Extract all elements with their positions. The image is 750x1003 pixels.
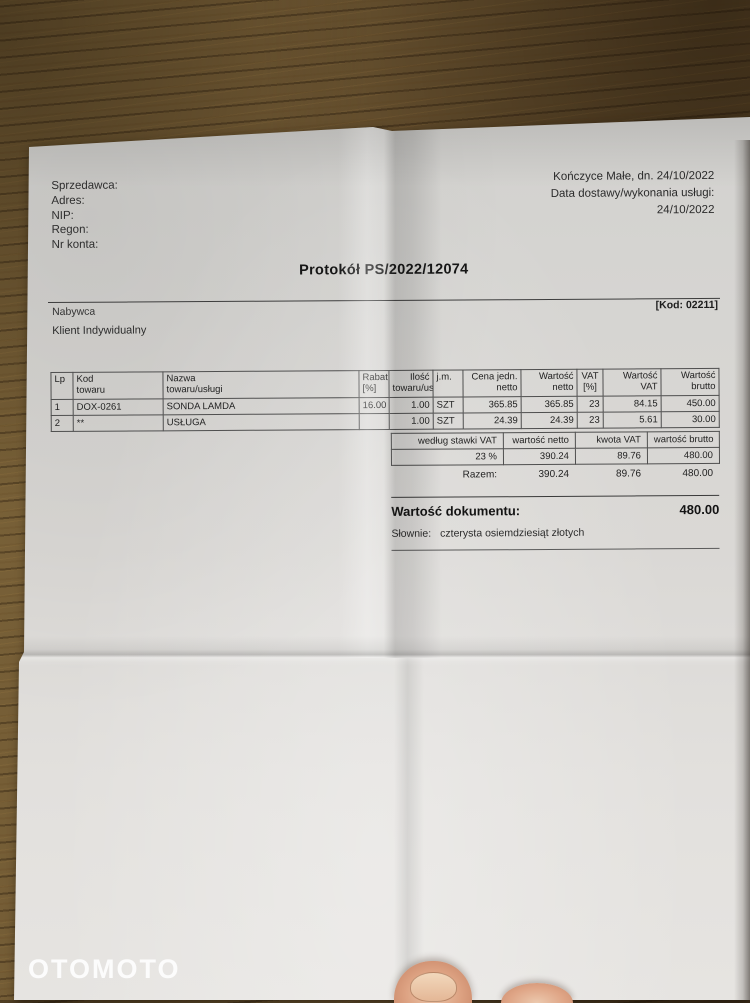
- cell-cena: 24.39: [463, 412, 522, 429]
- vat-summary-table: według stawki VAT wartość netto kwota VA…: [391, 431, 720, 466]
- cell-cena: 365.85: [463, 396, 522, 413]
- cell-brutto: 480.00: [647, 447, 720, 464]
- buyer-code: [Kod: 02211]: [655, 298, 719, 312]
- razem-label: Razem:: [462, 469, 498, 481]
- cell-lp: 2: [51, 415, 74, 432]
- cell-stawka: 23 %: [391, 448, 504, 466]
- buyer-label: Nabywca: [52, 305, 96, 319]
- cell-lp: 1: [51, 399, 74, 416]
- delivery-date-label: Data dostawy/wykonania usługi:: [550, 186, 715, 200]
- cell-kod: DOX-0261: [73, 398, 164, 416]
- col-cena-jedn: Cena jedn. netto: [462, 369, 522, 397]
- cell-kod: **: [73, 414, 164, 432]
- cell-brutto: 450.00: [661, 395, 720, 412]
- place-and-date: Kończyce Małe, dn. 24/10/2022: [553, 169, 715, 183]
- col-wartosc-vat: Wartość VAT: [602, 368, 662, 397]
- document-value-section: Wartość dokumentu: 480.00 Słownie: czter…: [391, 494, 720, 551]
- razem-brutto: 480.00: [682, 467, 714, 480]
- col-wartosc-netto: Wartość netto: [520, 369, 578, 397]
- address-label: Adres:: [51, 194, 85, 207]
- cell-brutto: 30.00: [661, 411, 720, 428]
- account-label: Nr konta:: [51, 238, 99, 252]
- cell-nazwa: SONDA LAMDA: [163, 397, 360, 415]
- col-ilosc: Ilość towaru/us: [388, 370, 434, 398]
- cell-rabat: 16.00: [359, 397, 390, 414]
- seller-label: Sprzedawca:: [51, 179, 118, 193]
- seller-block: Sprzedawca: Adres: NIP: Regon: Nr konta:: [51, 179, 118, 253]
- nip-label: NIP:: [51, 209, 74, 222]
- delivery-date: 24/10/2022: [656, 203, 715, 217]
- razem-row: Razem: 390.24 89.76 480.00: [391, 466, 719, 483]
- cell-netto: 365.85: [521, 396, 578, 413]
- vat-summary-header-row: według stawki VAT wartość netto kwota VA…: [391, 431, 720, 450]
- cell-nazwa: USŁUGA: [163, 413, 360, 431]
- in-words-text: czterysta osiemdziesiąt złotych: [440, 526, 585, 540]
- razem-netto: 390.24: [538, 468, 570, 481]
- fingernail: [409, 971, 457, 1003]
- regon-label: Regon:: [51, 224, 89, 237]
- cell-ilosc: 1.00: [389, 397, 434, 414]
- cell-vat: 23: [577, 396, 604, 413]
- cell-kwota-vat: 89.76: [575, 447, 648, 465]
- document-value-label: Wartość dokumentu:: [391, 503, 521, 519]
- buyer-name: Klient Indywidualny: [52, 324, 147, 338]
- items-table: Lp Kod towaru Nazwa towaru/usługi Rabat …: [50, 368, 720, 432]
- col-wedlug-stawki: według stawki VAT: [391, 432, 504, 450]
- cell-netto: 390.24: [503, 448, 576, 465]
- document-title: Protokół PS/2022/12074: [299, 261, 469, 279]
- col-jm: j.m.: [432, 369, 464, 398]
- cell-vat: 23: [577, 412, 604, 429]
- document-value-amount: 480.00: [679, 501, 720, 518]
- col-kwota-vat: kwota VAT: [575, 431, 648, 449]
- col-nazwa: Nazwa towaru/usługi: [162, 370, 360, 399]
- vat-summary-row: 23 % 390.24 89.76 480.00: [391, 447, 720, 466]
- items-table-header-row: Lp Kod towaru Nazwa towaru/usługi Rabat …: [50, 368, 720, 400]
- cell-jm: SZT: [433, 396, 464, 414]
- col-kod-towaru: Kod towaru: [72, 371, 164, 400]
- col-vat: VAT [%]: [576, 369, 604, 397]
- col-wartosc-netto: wartość netto: [503, 432, 576, 449]
- table-row: 2 ** USŁUGA 1.00 SZT 24.39 24.39 23 5.61…: [51, 411, 720, 432]
- in-words-label: Słownie:: [391, 527, 432, 540]
- cell-rabat: [359, 413, 390, 430]
- cell-wartosc-vat: 84.15: [603, 395, 662, 413]
- date-block: Kończyce Małe, dn. 24/10/2022 Data dosta…: [429, 168, 715, 221]
- cell-netto: 24.39: [521, 412, 578, 429]
- col-rabat: Rabat [%]: [358, 370, 390, 398]
- col-wartosc-brutto: wartość brutto: [647, 431, 720, 448]
- fingertip-partial: [501, 983, 573, 1003]
- razem-kwota-vat: 89.76: [616, 468, 642, 480]
- cell-jm: SZT: [433, 412, 464, 430]
- cell-wartosc-vat: 5.61: [603, 411, 662, 429]
- cell-ilosc: 1.00: [389, 413, 434, 430]
- col-lp: Lp: [50, 372, 74, 400]
- otomoto-watermark: OTOMOTO: [28, 954, 181, 984]
- col-wartosc-brutto: Wartość brutto: [660, 368, 720, 396]
